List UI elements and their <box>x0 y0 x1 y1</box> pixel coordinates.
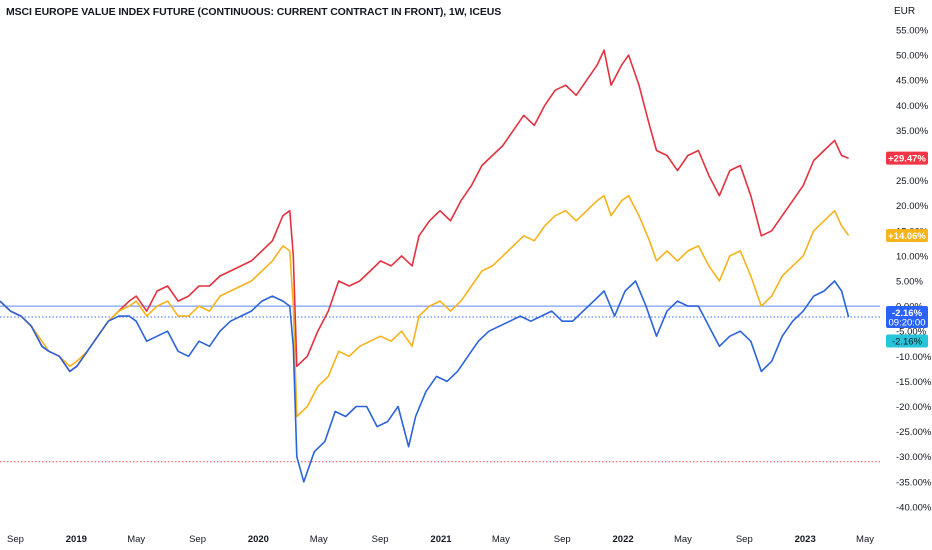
currency-label: EUR <box>894 6 916 17</box>
y-tick-label: -20.00% <box>896 402 932 413</box>
price-badge-value: -2.16% <box>892 336 923 347</box>
chart-title: MSCI EUROPE VALUE INDEX FUTURE (CONTINUO… <box>6 6 502 18</box>
price-badge-value: -2.16% <box>892 308 923 319</box>
price-badge-0 <box>886 151 928 165</box>
x-tick-label: May <box>127 534 145 545</box>
x-tick-label: 2023 <box>795 534 816 545</box>
y-tick-label: -5.00% <box>896 327 927 338</box>
x-tick-label: Sep <box>189 534 206 545</box>
y-tick-label: -40.00% <box>896 502 932 513</box>
series-line-0 <box>0 49 849 373</box>
x-tick-label: 2021 <box>430 534 452 545</box>
x-tick-label: 2022 <box>613 534 634 545</box>
y-tick-label: -35.00% <box>896 477 932 488</box>
y-tick-label: 10.00% <box>896 251 929 262</box>
price-badge-value: +29.47% <box>888 154 926 165</box>
price-badge-3 <box>886 334 928 348</box>
y-tick-label: -30.00% <box>896 452 932 463</box>
series-layer <box>0 49 850 483</box>
price-badges: +29.47%+14.06%-2.16%09:20:00-2.16% <box>886 151 928 348</box>
x-tick-label: 2020 <box>248 534 269 545</box>
x-tick-label: Sep <box>7 534 24 545</box>
price-badge-time: 09:20:00 <box>889 317 926 328</box>
y-tick-label: 20.00% <box>896 201 929 212</box>
y-tick-label: 45.00% <box>896 76 929 87</box>
x-tick-label: May <box>674 534 692 545</box>
price-badge-1 <box>886 229 928 243</box>
y-tick-label: 5.00% <box>896 277 923 288</box>
y-tick-label: 25.00% <box>896 176 929 187</box>
reference-lines <box>0 305 880 463</box>
y-tick-label: -10.00% <box>896 352 932 363</box>
y-tick-label: -15.00% <box>896 377 932 388</box>
x-axis[interactable]: Sep 2019 May Sep 2020 May Sep 2021 May Sep 2022 May… <box>7 534 874 545</box>
x-tick-label: May <box>856 534 874 545</box>
x-tick-label: Sep <box>554 534 571 545</box>
price-badge-2 <box>886 305 928 328</box>
y-tick-label: 40.00% <box>896 101 929 112</box>
y-axis[interactable]: 55.00%50.00%45.00%40.00%35.00%30.00%25.0… <box>896 26 932 514</box>
series-line-1 <box>0 194 850 418</box>
y-tick-label: 50.00% <box>896 51 929 62</box>
y-tick-label: 35.00% <box>896 126 929 137</box>
x-tick-label: May <box>310 534 328 545</box>
series-line-2 <box>0 280 850 483</box>
x-tick-label: Sep <box>736 534 753 545</box>
y-tick-label: 55.00% <box>896 26 929 37</box>
x-tick-label: Sep <box>372 534 389 545</box>
y-tick-label: -25.00% <box>896 427 932 438</box>
x-tick-label: May <box>492 534 510 545</box>
x-tick-label: 2019 <box>66 534 87 545</box>
price-badge-value: +14.06% <box>888 231 926 242</box>
